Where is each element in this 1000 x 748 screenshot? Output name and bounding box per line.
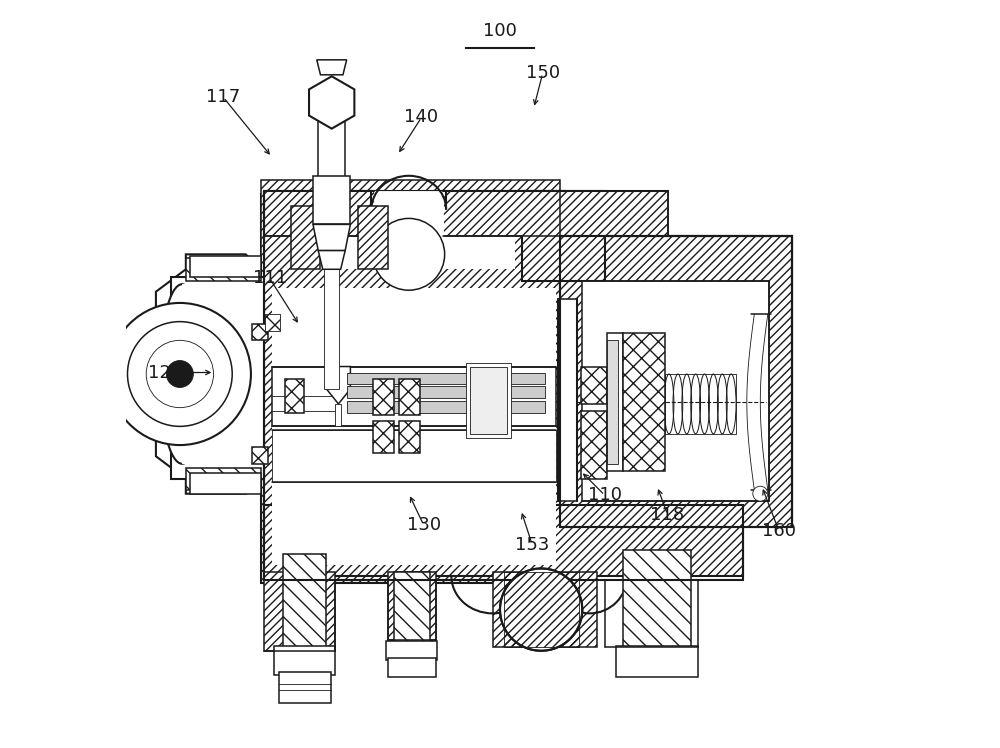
Bar [171,277,264,479]
Bar [582,280,769,501]
Bar [394,572,430,651]
Bar [291,194,515,269]
Text: 117: 117 [206,88,240,106]
Bar [399,379,420,415]
Bar [623,550,691,647]
Bar [665,374,736,434]
Bar [347,401,545,413]
Bar [466,363,511,438]
Text: 160: 160 [762,522,796,540]
Bar [291,206,320,269]
Bar [313,176,350,224]
Polygon shape [326,367,350,404]
Bar [374,191,443,236]
Text: 130: 130 [407,516,441,534]
Bar [522,191,605,280]
Bar [279,672,331,703]
Circle shape [146,340,214,408]
Bar [272,367,556,426]
Bar [358,206,388,269]
Bar [386,641,437,660]
Bar [264,191,668,236]
Bar [252,447,268,464]
Bar [607,333,623,471]
Bar [272,288,556,453]
Bar [623,333,665,471]
Circle shape [373,218,445,290]
Text: 110: 110 [588,486,622,504]
Bar [261,180,560,284]
Bar [560,236,792,527]
Polygon shape [317,60,347,75]
Text: 153: 153 [515,536,549,554]
Circle shape [753,486,768,501]
Text: 118: 118 [650,506,685,524]
Polygon shape [156,254,261,494]
Bar [261,194,590,583]
Bar [607,340,618,464]
Bar [252,324,268,340]
Text: 111: 111 [253,269,287,287]
Polygon shape [313,224,350,251]
Text: 120: 120 [148,364,182,381]
Bar [186,468,261,490]
Bar [272,430,556,482]
Bar [581,411,607,479]
Polygon shape [264,191,586,580]
Bar [264,505,743,576]
Bar [373,379,394,415]
Bar [493,572,597,647]
Polygon shape [335,404,341,426]
Bar [347,386,545,398]
Bar [616,646,698,677]
Bar [190,256,261,277]
Bar [285,379,304,413]
Bar [324,269,339,389]
Bar [318,105,345,180]
Bar [504,572,579,647]
Bar [581,367,607,404]
Bar [399,421,420,453]
Bar [388,572,436,640]
Bar [558,299,577,501]
Circle shape [500,568,582,651]
Ellipse shape [160,284,205,464]
Bar [347,373,545,384]
Bar [283,554,326,651]
Bar [560,236,792,527]
Bar [373,421,394,453]
Bar [265,314,280,331]
Bar [264,572,335,651]
Bar [186,258,261,280]
Circle shape [109,303,251,445]
Bar [388,658,436,677]
Bar [274,646,335,675]
Text: 100: 100 [483,22,517,40]
Bar [190,473,261,494]
Circle shape [127,322,232,426]
Circle shape [166,361,193,387]
Text: 140: 140 [404,108,439,126]
Polygon shape [309,76,354,129]
Polygon shape [318,251,345,269]
Text: 150: 150 [526,64,560,82]
Bar [272,460,556,565]
Bar [470,367,507,434]
Bar [182,284,261,464]
